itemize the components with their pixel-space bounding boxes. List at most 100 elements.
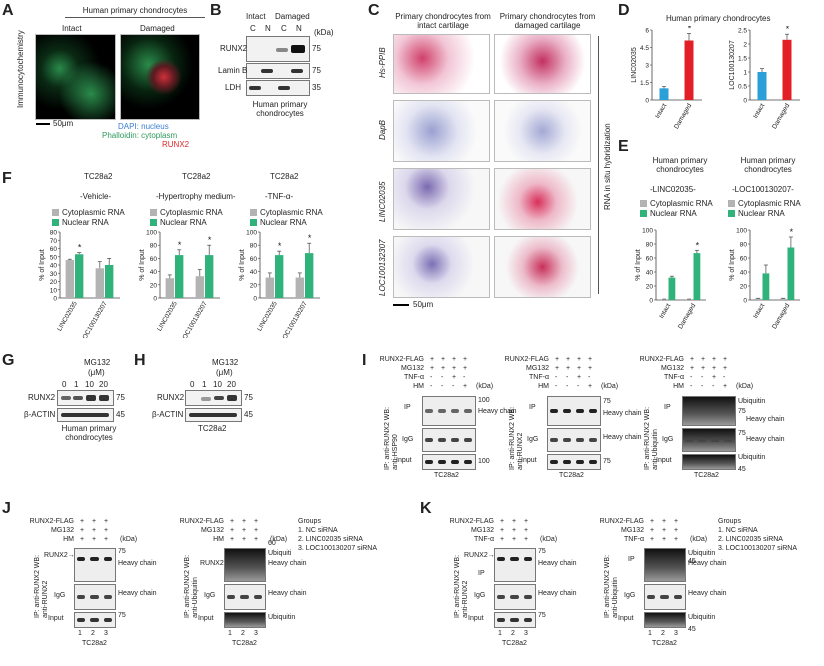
- y-axis-label: % of Input: [729, 249, 736, 281]
- micrograph-damaged: [120, 34, 200, 120]
- j-group-1: 2. LINC02035 siRNA: [298, 536, 363, 543]
- i-ip-blot-1: [547, 396, 601, 426]
- panel-label-e: E: [618, 138, 629, 155]
- row-ldh: LDH: [225, 83, 242, 92]
- x-tick-label: LINC02035: [156, 300, 179, 332]
- band: [77, 618, 86, 622]
- i-heavy-1b: Heavy chain: [603, 434, 642, 441]
- significance-star: *: [790, 227, 794, 237]
- panel-label-h: H: [134, 352, 146, 369]
- significance-star: *: [278, 241, 282, 251]
- band: [451, 438, 459, 442]
- i-1-sign: -: [566, 383, 569, 390]
- band: [550, 409, 558, 413]
- y-tick-label: 6: [645, 28, 649, 35]
- i-1-cond: RUNX2-FLAG: [504, 356, 549, 363]
- j-caption: TC28a2: [82, 640, 107, 647]
- k-row-input: Input: [468, 615, 484, 622]
- panel-label-d: D: [618, 2, 630, 19]
- panel-label-k: K: [420, 500, 432, 517]
- significance-star: *: [178, 240, 182, 250]
- bar: [685, 299, 693, 300]
- i-2-sign: +: [712, 374, 717, 381]
- i-1-sign: +: [577, 356, 582, 363]
- y-tick-label: 20: [740, 284, 748, 291]
- i-heavy-0: Heavy chain: [478, 408, 517, 415]
- lane-n2: N: [296, 24, 302, 33]
- bar: [75, 254, 84, 298]
- y-tick-label: 0.5: [738, 84, 747, 91]
- bar: [165, 278, 174, 298]
- i-row-ip: IP: [664, 404, 671, 411]
- i-input-blot-1: [547, 454, 601, 470]
- band: [103, 618, 112, 622]
- k-0-sign: +: [500, 527, 505, 534]
- k-row-igg: IgG: [624, 592, 636, 599]
- i-2-sign: +: [690, 365, 695, 372]
- bar: [684, 40, 694, 100]
- legend-runx2: RUNX2: [162, 140, 190, 149]
- size-b-0: 75: [312, 44, 321, 53]
- band: [425, 409, 433, 413]
- i-2-sign: -: [690, 383, 693, 390]
- h-dose-1: 1: [202, 380, 207, 389]
- k-ip-row: IP: [628, 556, 635, 563]
- f-cell-2: TC28a2: [182, 172, 211, 181]
- x-tick-label: Damaged: [673, 102, 693, 130]
- j-1-cond: HM: [213, 536, 224, 543]
- f-legend-cyto-3: Cytoplasmic RNA: [250, 208, 323, 217]
- k-heavy-b: Heavy chain: [688, 590, 727, 597]
- f-cond-vehicle: -Vehicle-: [80, 192, 112, 201]
- band: [103, 557, 112, 561]
- i-ip-blot-2: [682, 396, 736, 426]
- i-0-sign: +: [430, 356, 435, 363]
- k-igg-blot-1: [644, 584, 686, 610]
- k-1-sign: +: [650, 527, 655, 534]
- k-groups-title: Groups: [718, 518, 741, 525]
- x-tick-label: Intact: [752, 102, 766, 119]
- y-tick-label: 60: [740, 256, 748, 263]
- i-0-sign: +: [463, 356, 468, 363]
- i-0-cond: MG132: [401, 365, 424, 372]
- j-ubi-top: Ubiquiti: [268, 550, 292, 557]
- y-tick-label: 80: [646, 242, 654, 249]
- lane-n1: N: [265, 24, 271, 33]
- h-dose-2: 10: [213, 380, 222, 389]
- panel-e-hdr2: Human primary chondrocytes: [740, 156, 796, 174]
- y-tick-label: 3: [645, 63, 649, 70]
- f-cell-3: TC28a2: [270, 172, 299, 181]
- j-1-sign: +: [230, 518, 235, 525]
- k-runx2-arrow: RUNX2→: [464, 552, 495, 559]
- g-unit: (μM): [88, 368, 105, 377]
- kda-b: (kDa): [314, 28, 334, 37]
- y-axis-label: LOC100130207: [729, 40, 736, 90]
- y-tick-label: 80: [50, 230, 58, 237]
- bar: [754, 298, 762, 300]
- j-1-sign: +: [230, 536, 235, 543]
- row-ppib: Hs-PPIB: [378, 47, 387, 78]
- y-tick-label: 0: [253, 296, 257, 303]
- g-drug: MG132: [84, 358, 111, 367]
- i-2-sign: +: [701, 356, 706, 363]
- panel-c-scale: 50μm: [413, 300, 434, 309]
- panel-label-g: G: [2, 352, 15, 369]
- y-tick-label: 0: [743, 98, 747, 105]
- bar: [95, 268, 104, 298]
- k-ip-blot-1: [644, 548, 686, 582]
- x-tick-label: Damaged: [771, 302, 791, 330]
- g-row-runx2: RUNX2: [28, 393, 56, 402]
- j-1-sign: +: [242, 536, 247, 543]
- y-tick-label: 50: [50, 254, 58, 261]
- k-group-0: 1. NC siRNA: [718, 527, 758, 534]
- k-ip-blot-0: [494, 548, 536, 582]
- y-tick-label: 80: [250, 243, 258, 250]
- panel-c-col2: Primary chondrocytes from damaged cartil…: [499, 12, 596, 30]
- j-m-1: 75: [118, 612, 126, 619]
- k-row-ip: IP: [478, 570, 485, 577]
- i-1-sign: +: [566, 356, 571, 363]
- band: [497, 595, 506, 599]
- k-0-cond: TNF-α: [474, 536, 494, 543]
- k-heavy-b: Heavy chain: [538, 590, 577, 597]
- bar: [105, 265, 114, 298]
